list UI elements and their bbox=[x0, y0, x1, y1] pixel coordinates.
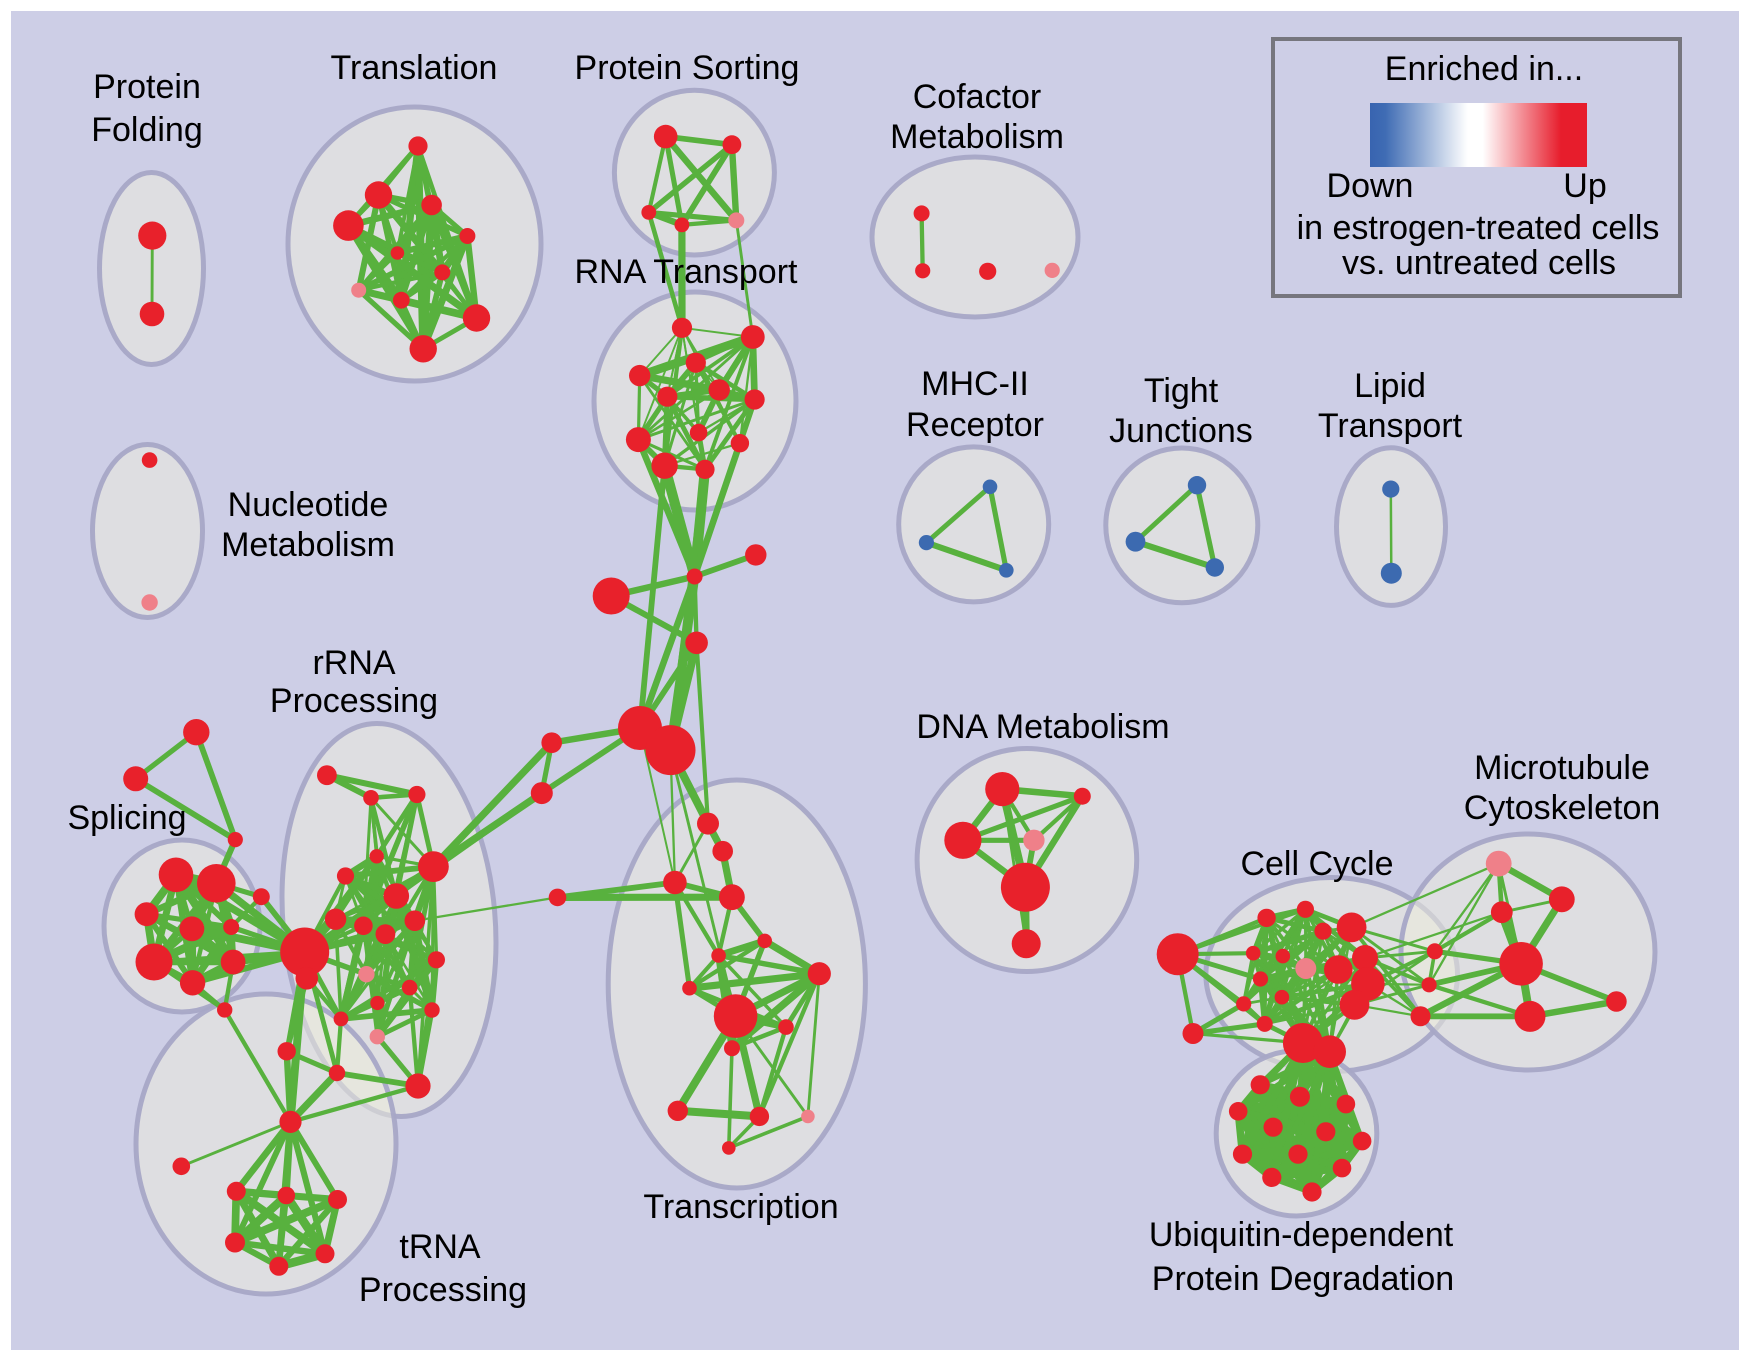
svg-text:Cofactor: Cofactor bbox=[913, 78, 1042, 116]
svg-text:vs. untreated cells: vs. untreated cells bbox=[1342, 244, 1616, 282]
svg-text:Up: Up bbox=[1563, 167, 1606, 205]
svg-text:Transcription: Transcription bbox=[643, 1188, 838, 1226]
svg-text:Processing: Processing bbox=[270, 682, 438, 720]
svg-text:RNA Transport: RNA Transport bbox=[575, 253, 799, 291]
svg-text:Nucleotide: Nucleotide bbox=[228, 486, 389, 524]
svg-text:Receptor: Receptor bbox=[906, 406, 1044, 444]
svg-text:Protein: Protein bbox=[93, 68, 201, 106]
svg-text:Microtubule: Microtubule bbox=[1474, 749, 1650, 787]
svg-text:rRNA: rRNA bbox=[312, 644, 395, 682]
svg-text:Cell Cycle: Cell Cycle bbox=[1240, 845, 1393, 883]
svg-text:Folding: Folding bbox=[91, 111, 203, 149]
svg-text:Translation: Translation bbox=[331, 49, 498, 87]
svg-text:tRNA: tRNA bbox=[399, 1228, 481, 1266]
svg-text:Enriched in...: Enriched in... bbox=[1385, 50, 1583, 88]
svg-text:Metabolism: Metabolism bbox=[221, 526, 395, 564]
svg-text:Cytoskeleton: Cytoskeleton bbox=[1464, 789, 1661, 827]
svg-text:Tight: Tight bbox=[1144, 372, 1219, 410]
svg-text:Metabolism: Metabolism bbox=[890, 118, 1064, 156]
svg-text:Ubiquitin-dependent: Ubiquitin-dependent bbox=[1149, 1216, 1454, 1254]
svg-text:MHC-II: MHC-II bbox=[921, 365, 1029, 403]
svg-text:Splicing: Splicing bbox=[67, 799, 186, 837]
svg-text:Lipid: Lipid bbox=[1354, 367, 1426, 405]
svg-text:Processing: Processing bbox=[359, 1271, 527, 1309]
svg-text:Protein Sorting: Protein Sorting bbox=[575, 49, 800, 87]
svg-text:DNA Metabolism: DNA Metabolism bbox=[916, 708, 1169, 746]
svg-text:in estrogen-treated cells: in estrogen-treated cells bbox=[1297, 209, 1660, 247]
svg-text:Junctions: Junctions bbox=[1109, 412, 1253, 450]
svg-text:Down: Down bbox=[1327, 167, 1414, 205]
svg-text:Transport: Transport bbox=[1318, 407, 1463, 445]
svg-text:Protein Degradation: Protein Degradation bbox=[1152, 1260, 1454, 1298]
